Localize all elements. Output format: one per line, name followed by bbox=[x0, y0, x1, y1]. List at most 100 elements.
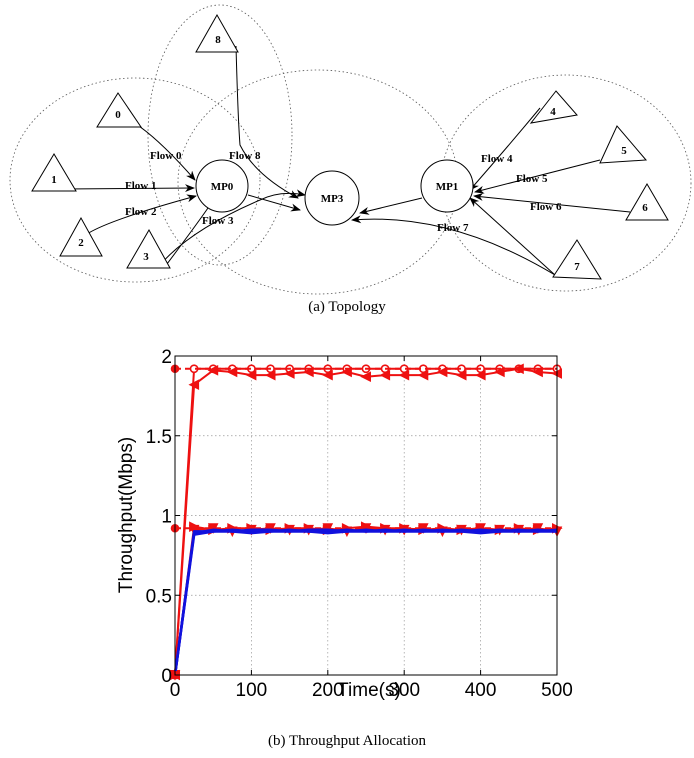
series-line-0 bbox=[174, 367, 557, 676]
figure-caption-a: (a) Topology bbox=[308, 299, 386, 315]
source-node-4 bbox=[529, 90, 578, 124]
series-2-point-11 bbox=[379, 369, 391, 381]
series-2-point-1 bbox=[188, 379, 200, 391]
flow-edge-1 bbox=[64, 184, 195, 193]
series-5 bbox=[169, 523, 563, 681]
flow-label-2: Flow 2 bbox=[125, 206, 157, 218]
y-tick-label-0: 0 bbox=[161, 666, 172, 687]
relay-label-mp0: MP0 bbox=[211, 181, 234, 193]
relay-node-mp3 bbox=[304, 170, 360, 226]
series-2-point-9 bbox=[341, 366, 352, 378]
flow-label-3: Flow 3 bbox=[202, 215, 234, 227]
series-5-point-1 bbox=[188, 524, 200, 536]
source-label-4: 4 bbox=[550, 106, 556, 118]
series-2-point-7 bbox=[303, 366, 314, 378]
source-node-2 bbox=[59, 216, 103, 257]
series-2-point-12 bbox=[398, 369, 410, 381]
flow-label-7: Flow 7 bbox=[437, 222, 469, 234]
series-6 bbox=[173, 528, 558, 676]
flow-edge-5 bbox=[474, 159, 601, 194]
y-axis-title: Throughput(Mbps) bbox=[116, 437, 137, 593]
range-ellipse-source-8 bbox=[147, 4, 293, 266]
series-5-point-19 bbox=[532, 523, 544, 534]
series-7 bbox=[173, 528, 558, 676]
flow-label-1: Flow 1 bbox=[125, 180, 156, 192]
x-tick-label-3: 300 bbox=[388, 680, 420, 701]
series-5-point-8 bbox=[322, 523, 334, 534]
x-tick-label-2: 200 bbox=[312, 680, 344, 701]
series-8 bbox=[173, 530, 557, 676]
flow-label-4: Flow 4 bbox=[481, 153, 513, 165]
series-2-point-4 bbox=[245, 369, 257, 381]
y-tick-label-4: 2 bbox=[161, 347, 172, 368]
series-2-point-2 bbox=[207, 365, 219, 376]
source-label-0: 0 bbox=[115, 109, 121, 121]
flow-label-5: Flow 5 bbox=[516, 173, 548, 185]
series-2-point-10 bbox=[360, 371, 371, 383]
series-2-point-6 bbox=[283, 368, 295, 379]
flow-edge-mp0-mp3 bbox=[247, 194, 301, 212]
source-node-0 bbox=[96, 92, 142, 128]
series-line-2 bbox=[174, 367, 558, 676]
relay-label-mp1: MP1 bbox=[436, 181, 459, 193]
series-2-point-15 bbox=[455, 369, 467, 381]
x-tick-label-4: 400 bbox=[465, 680, 497, 701]
series-2-point-3 bbox=[226, 366, 238, 378]
figure-caption-b: (b) Throughput Allocation bbox=[267, 733, 427, 749]
series-4 bbox=[170, 521, 563, 681]
flow-edge-mp1-mp3 bbox=[359, 197, 423, 215]
flow-edge-7a bbox=[469, 197, 556, 276]
series-line-8 bbox=[173, 530, 557, 676]
source-node-5 bbox=[599, 125, 648, 164]
series-2 bbox=[169, 363, 562, 681]
series-line-7 bbox=[173, 528, 558, 676]
source-label-1: 1 bbox=[51, 174, 57, 186]
source-node-1 bbox=[31, 153, 77, 192]
chart-series bbox=[169, 363, 563, 681]
series-2-point-18 bbox=[513, 363, 524, 375]
source-node-3 bbox=[126, 228, 171, 269]
series-2-point-19 bbox=[532, 366, 543, 378]
series-0 bbox=[170, 364, 562, 680]
source-node-7 bbox=[552, 239, 602, 280]
flow-edge-3 bbox=[159, 189, 306, 266]
throughput-chart: 0 100 200 300 400 500 0 0.5 1 1.5 2 Time(s) Throug… bbox=[116, 347, 573, 701]
series-2-point-14 bbox=[436, 366, 448, 378]
series-5-point-5 bbox=[265, 523, 276, 534]
series-line-6 bbox=[173, 528, 558, 676]
x-tick-label-1: 100 bbox=[236, 680, 268, 701]
series-5-point-16 bbox=[475, 523, 486, 534]
source-label-2: 2 bbox=[78, 237, 84, 249]
series-5-point-13 bbox=[417, 523, 429, 534]
flow-label-0: Flow 0 bbox=[150, 150, 182, 162]
series-5-point-2 bbox=[207, 523, 219, 534]
range-ellipse-mp0 bbox=[9, 77, 261, 283]
y-tick-label-2: 1 bbox=[161, 507, 172, 528]
flow-label-6: Flow 6 bbox=[530, 201, 562, 213]
x-tick-label-0: 0 bbox=[170, 680, 181, 701]
relay-node-mp0 bbox=[195, 159, 249, 213]
relay-label-mp3: MP3 bbox=[321, 193, 344, 205]
source-label-3: 3 bbox=[143, 251, 149, 263]
source-label-5: 5 bbox=[621, 145, 627, 157]
source-label-6: 6 bbox=[642, 202, 648, 214]
x-tick-label-5: 500 bbox=[541, 680, 573, 701]
series-2-point-13 bbox=[417, 369, 429, 381]
series-2-point-17 bbox=[494, 366, 505, 378]
source-label-8: 8 bbox=[215, 34, 221, 46]
flow-edge-2 bbox=[79, 194, 197, 241]
chart-grid bbox=[174, 355, 558, 676]
series-2-point-16 bbox=[474, 369, 486, 381]
flow-edge-6 bbox=[473, 192, 631, 213]
chart-axes: 0 100 200 300 400 500 0 0.5 1 1.5 2 bbox=[146, 347, 573, 701]
topology-diagram: MP0 MP1 MP3 0 1 2 3 4 5 6 7 8 Flow 0 Flo… bbox=[9, 4, 692, 295]
series-2-point-8 bbox=[322, 369, 333, 381]
flow-label-8: Flow 8 bbox=[229, 150, 261, 162]
y-tick-label-3: 1.5 bbox=[146, 427, 172, 448]
series-line-5 bbox=[174, 527, 558, 676]
series-2-point-5 bbox=[264, 369, 276, 381]
flow-edge-4 bbox=[469, 107, 541, 191]
series-line-4 bbox=[174, 525, 558, 676]
flow-edge-7b bbox=[351, 215, 556, 276]
range-ellipse-mp1 bbox=[440, 74, 692, 292]
